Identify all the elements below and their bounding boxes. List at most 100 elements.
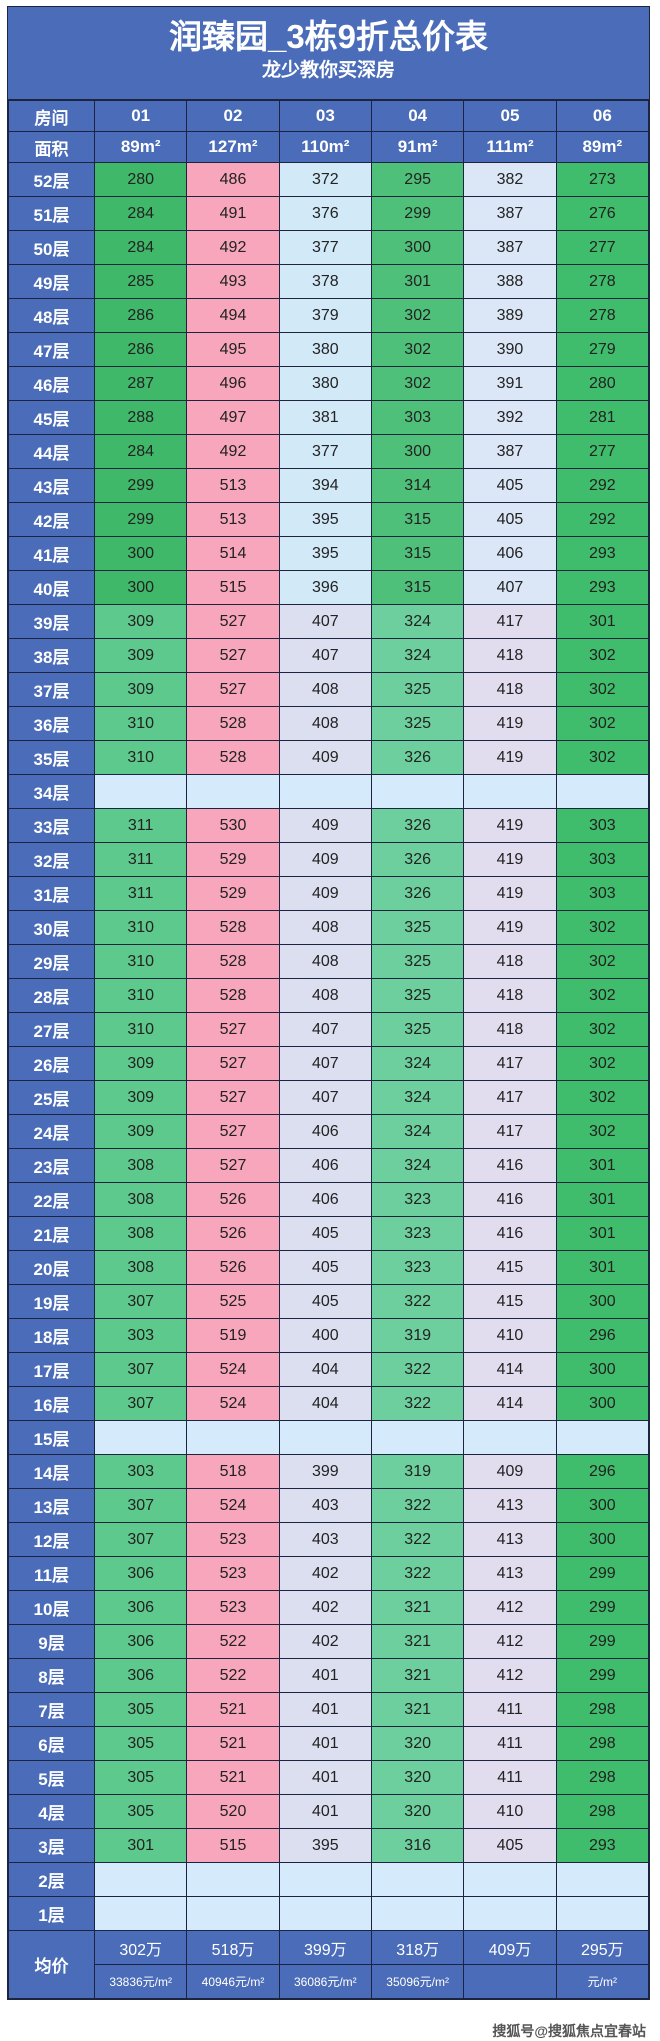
price-table-container: 润臻园_3栋9折总价表 龙少教你买深房 房间 01 02 03 04 05 06 面积 89m²… [7, 6, 650, 2000]
price-cell: 325 [370, 944, 465, 979]
price-cell: 299 [93, 502, 188, 537]
floor-label: 5层 [8, 1760, 95, 1795]
table-row: 18层 303 519 400 319 410 296 [8, 1318, 650, 1353]
price-cell: 418 [463, 978, 557, 1013]
table-row: 13层 307 524 403 322 413 300 [8, 1488, 650, 1523]
price-cell: 298 [555, 1794, 650, 1829]
price-cell: 394 [278, 468, 372, 503]
floor-label: 47层 [8, 332, 95, 367]
price-cell: 377 [278, 434, 372, 469]
table-row: 8层 306 522 401 321 412 299 [8, 1658, 650, 1693]
price-cell: 302 [555, 944, 650, 979]
price-cell: 322 [370, 1522, 465, 1557]
floor-label: 15层 [8, 1420, 95, 1455]
floor-label: 25层 [8, 1080, 95, 1115]
floor-label: 50层 [8, 230, 95, 265]
floor-label: 36层 [8, 706, 95, 741]
table-row: 42层 299 513 395 315 405 292 [8, 502, 650, 537]
average-unit-price: 40946元/m² [186, 1964, 280, 1999]
floor-label: 2层 [8, 1862, 95, 1897]
price-cell: 497 [186, 400, 280, 435]
price-cell: 523 [186, 1522, 280, 1557]
price-cell: 310 [93, 944, 188, 979]
room-area: 91m² [370, 131, 465, 163]
table-row: 5层 305 521 401 320 411 298 [8, 1760, 650, 1795]
price-cell: 411 [463, 1760, 557, 1795]
floor-label: 24层 [8, 1114, 95, 1149]
table-row: 23层 308 527 406 324 416 301 [8, 1148, 650, 1183]
price-cell: 286 [93, 298, 188, 333]
price-cell: 409 [278, 842, 372, 877]
price-cell: 301 [555, 1182, 650, 1217]
average-total: 409万 [463, 1930, 557, 1965]
floor-label: 45层 [8, 400, 95, 435]
price-cell: 418 [463, 944, 557, 979]
price-cell: 417 [463, 1080, 557, 1115]
price-cell: 285 [93, 264, 188, 299]
price-cell: 403 [278, 1488, 372, 1523]
price-cell: 395 [278, 502, 372, 537]
price-cell: 303 [555, 842, 650, 877]
price-cell: 305 [93, 1692, 188, 1727]
table-row: 33层 311 530 409 326 419 303 [8, 808, 650, 843]
price-cell: 395 [278, 536, 372, 571]
price-cell: 518 [186, 1454, 280, 1489]
price-cell: 513 [186, 468, 280, 503]
price-cell: 301 [555, 604, 650, 639]
price-cell: 407 [278, 1012, 372, 1047]
price-cell: 321 [370, 1692, 465, 1727]
average-row-total: 均价 302万 518万 399万 318万 409万 295万 [8, 1930, 650, 1999]
price-cell: 326 [370, 740, 465, 775]
average-unit-price: 33836元/m² [93, 1964, 188, 1999]
price-cell: 323 [370, 1216, 465, 1251]
price-cell: 416 [463, 1148, 557, 1183]
price-cell: 529 [186, 842, 280, 877]
price-cell: 527 [186, 1148, 280, 1183]
average-total: 295万 [555, 1930, 650, 1965]
price-cell: 387 [463, 434, 557, 469]
floor-label: 42层 [8, 502, 95, 537]
price-cell: 529 [186, 876, 280, 911]
table-row: 25层 309 527 407 324 417 302 [8, 1080, 650, 1115]
floor-label: 27层 [8, 1012, 95, 1047]
price-cell: 413 [463, 1488, 557, 1523]
price-cell: 418 [463, 1012, 557, 1047]
floor-label: 16层 [8, 1386, 95, 1421]
price-cell: 416 [463, 1182, 557, 1217]
price-cell [370, 774, 465, 809]
table-row: 47层 286 495 380 302 390 279 [8, 332, 650, 367]
average-total: 318万 [370, 1930, 465, 1965]
price-cell: 378 [278, 264, 372, 299]
table-row: 3层 301 515 395 316 405 293 [8, 1828, 650, 1863]
table-row: 2层 [8, 1862, 650, 1897]
table-row: 14层 303 518 399 319 409 296 [8, 1454, 650, 1489]
price-cell [463, 1420, 557, 1455]
price-cell: 308 [93, 1148, 188, 1183]
price-cell [93, 1896, 188, 1931]
price-cell: 307 [93, 1386, 188, 1421]
room-area: 110m² [278, 131, 372, 163]
price-cell: 302 [555, 1046, 650, 1081]
price-cell: 528 [186, 910, 280, 945]
price-cell: 526 [186, 1182, 280, 1217]
price-cell [93, 1862, 188, 1897]
price-cell: 302 [555, 978, 650, 1013]
title-banner: 润臻园_3栋9折总价表 龙少教你买深房 [8, 7, 649, 100]
table-row: 7层 305 521 401 321 411 298 [8, 1692, 650, 1727]
price-cell: 324 [370, 638, 465, 673]
price-cell: 412 [463, 1624, 557, 1659]
price-cell: 380 [278, 366, 372, 401]
floor-label: 52层 [8, 162, 95, 197]
price-cell: 326 [370, 876, 465, 911]
price-cell: 419 [463, 808, 557, 843]
table-row: 15层 [8, 1420, 650, 1455]
floor-label: 28层 [8, 978, 95, 1013]
price-cell: 325 [370, 672, 465, 707]
price-cell: 325 [370, 1012, 465, 1047]
price-cell: 307 [93, 1522, 188, 1557]
price-cell: 523 [186, 1556, 280, 1591]
floor-label: 17层 [8, 1352, 95, 1387]
price-cell: 322 [370, 1488, 465, 1523]
price-cell: 315 [370, 536, 465, 571]
price-cell: 300 [555, 1488, 650, 1523]
